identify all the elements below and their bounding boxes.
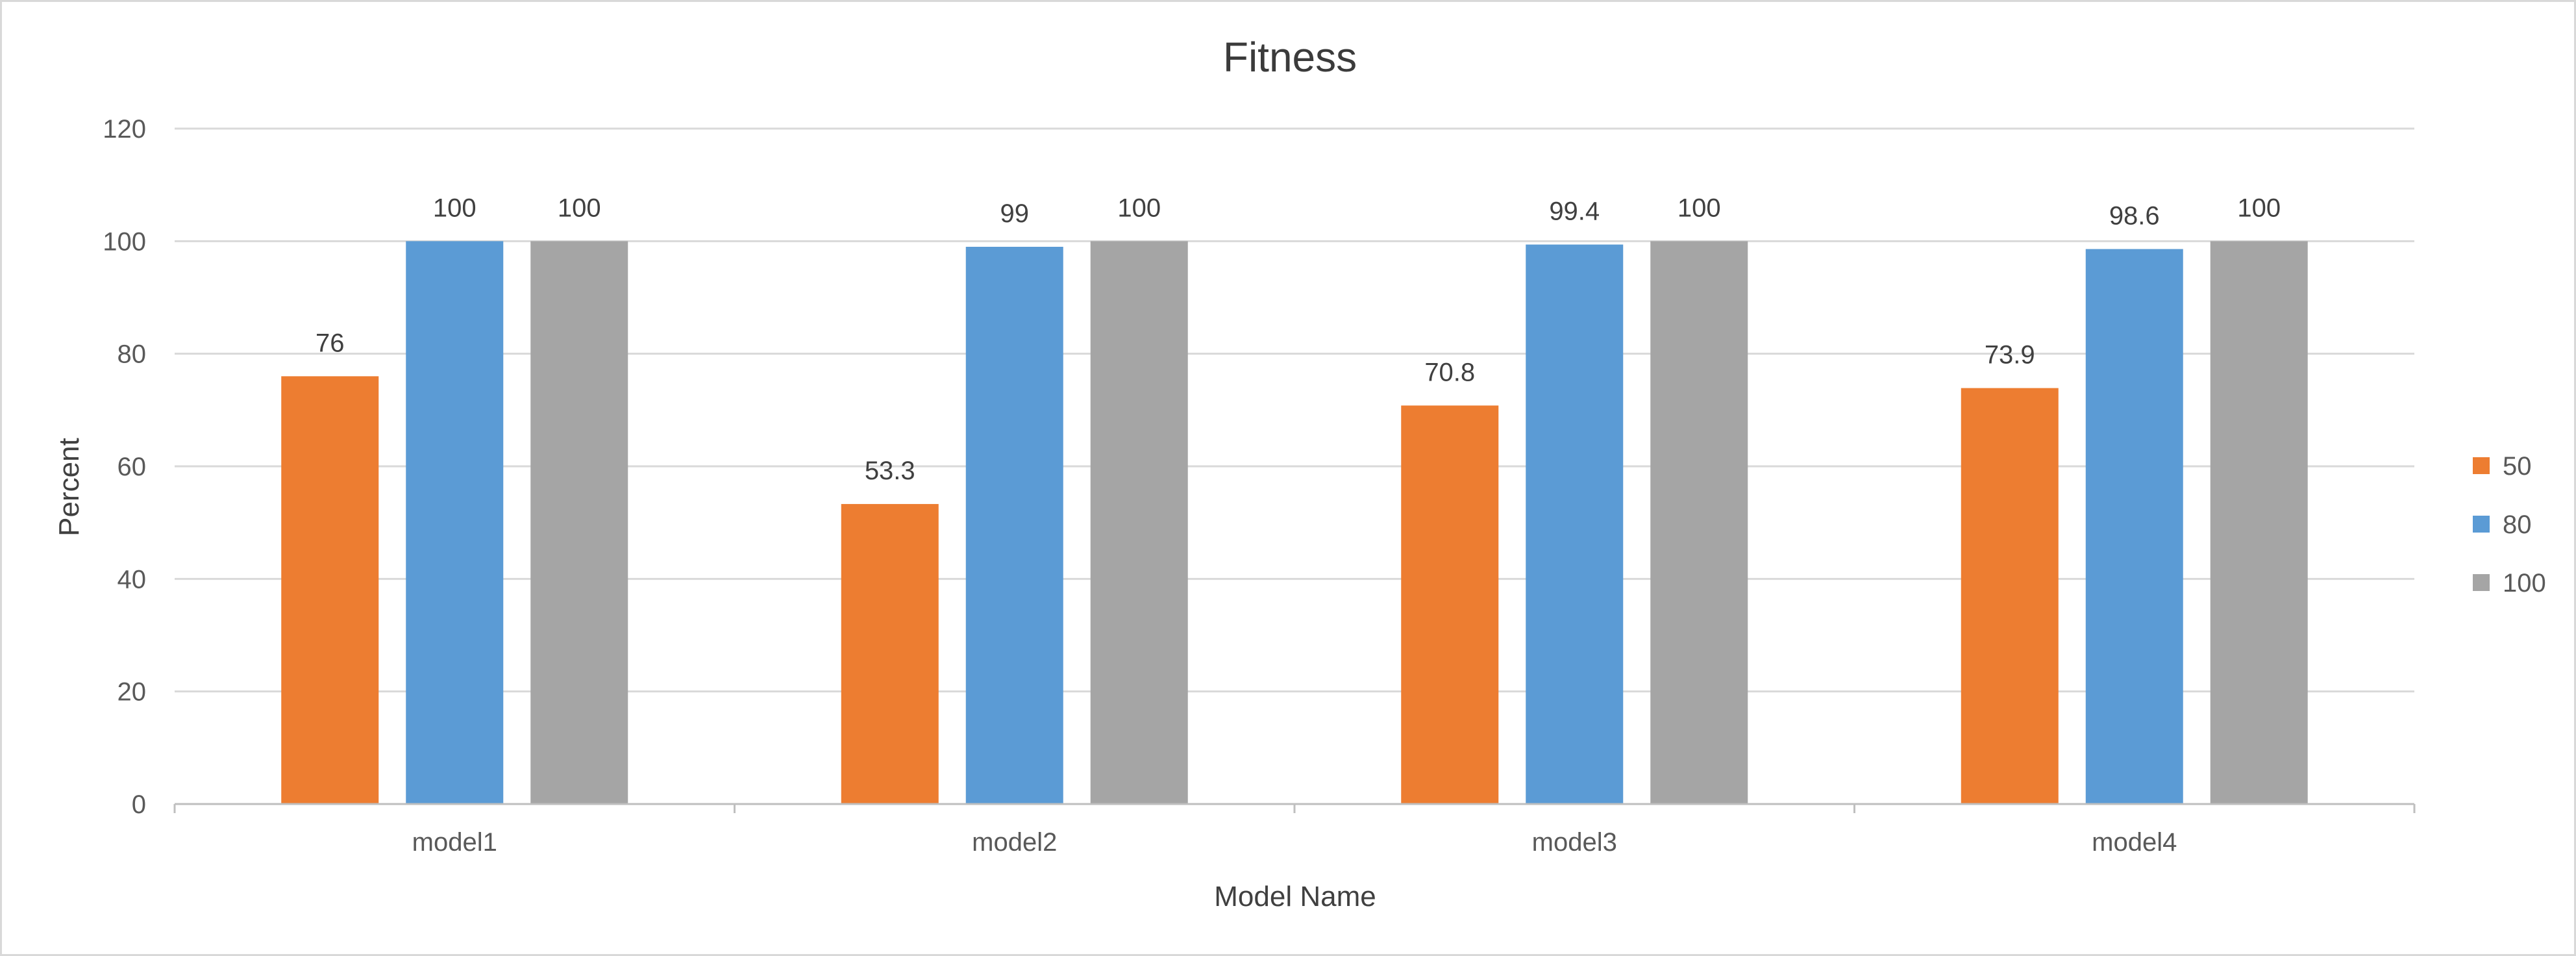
y-tick-label: 80 — [118, 340, 147, 369]
x-axis: model1 model2 model3 model4 — [173, 803, 2416, 857]
legend-swatch — [2473, 516, 2490, 533]
legend-label: 50 — [2503, 452, 2532, 481]
data-label: 99.4 — [1549, 197, 1600, 226]
bar — [281, 376, 379, 804]
data-label: 100 — [1678, 194, 1721, 222]
data-labels: 76 100 100 53.3 99 100 70.8 99.4 100 73.9 98.6 100 — [316, 194, 2281, 485]
x-tick-label: model4 — [2092, 828, 2177, 857]
legend-swatch — [2473, 457, 2490, 474]
legend-item: 80 — [2473, 510, 2532, 539]
data-label: 76 — [316, 329, 345, 357]
y-tick-label: 40 — [118, 565, 147, 594]
y-tick-label: 20 — [118, 678, 147, 707]
bar — [1401, 405, 1499, 804]
data-label: 100 — [558, 194, 601, 222]
gridlines — [175, 127, 2414, 693]
data-label: 100 — [433, 194, 477, 222]
data-label: 99 — [1000, 199, 1030, 228]
bar — [1526, 244, 1624, 804]
bar — [2210, 241, 2308, 804]
legend-item: 50 — [2473, 452, 2532, 481]
bar — [1650, 241, 1748, 804]
chart-title: Fitness — [1223, 34, 1357, 81]
data-label: 53.3 — [865, 457, 915, 485]
y-tick-label: 100 — [103, 227, 146, 256]
bar — [2085, 249, 2183, 804]
legend: 50 80 100 — [2473, 452, 2546, 598]
legend-label: 100 — [2503, 569, 2546, 598]
data-label: 98.6 — [2109, 201, 2160, 230]
y-axis-title: Percent — [53, 438, 85, 536]
y-tick-label: 0 — [132, 790, 146, 819]
bar — [406, 241, 504, 804]
data-label: 70.8 — [1424, 358, 1475, 386]
bar — [965, 247, 1063, 804]
x-tick-label: model1 — [412, 828, 497, 857]
bar — [530, 241, 628, 804]
data-label: 100 — [1117, 194, 1161, 222]
legend-label: 80 — [2503, 510, 2532, 539]
y-tick-label: 60 — [118, 453, 147, 481]
legend-item: 100 — [2473, 569, 2546, 598]
bars — [281, 241, 2308, 804]
bar — [841, 504, 939, 804]
y-tick-label: 120 — [103, 115, 146, 144]
x-axis-title: Model Name — [1214, 881, 1376, 912]
x-tick-label: model2 — [972, 828, 1057, 857]
y-axis-ticks: 0 20 40 60 80 100 120 — [103, 115, 146, 819]
bar — [1090, 241, 1188, 804]
data-label: 100 — [2237, 194, 2281, 222]
bar — [1961, 388, 2059, 804]
data-label: 73.9 — [1985, 341, 2035, 370]
x-tick-label: model3 — [1532, 828, 1617, 857]
legend-swatch — [2473, 574, 2490, 591]
